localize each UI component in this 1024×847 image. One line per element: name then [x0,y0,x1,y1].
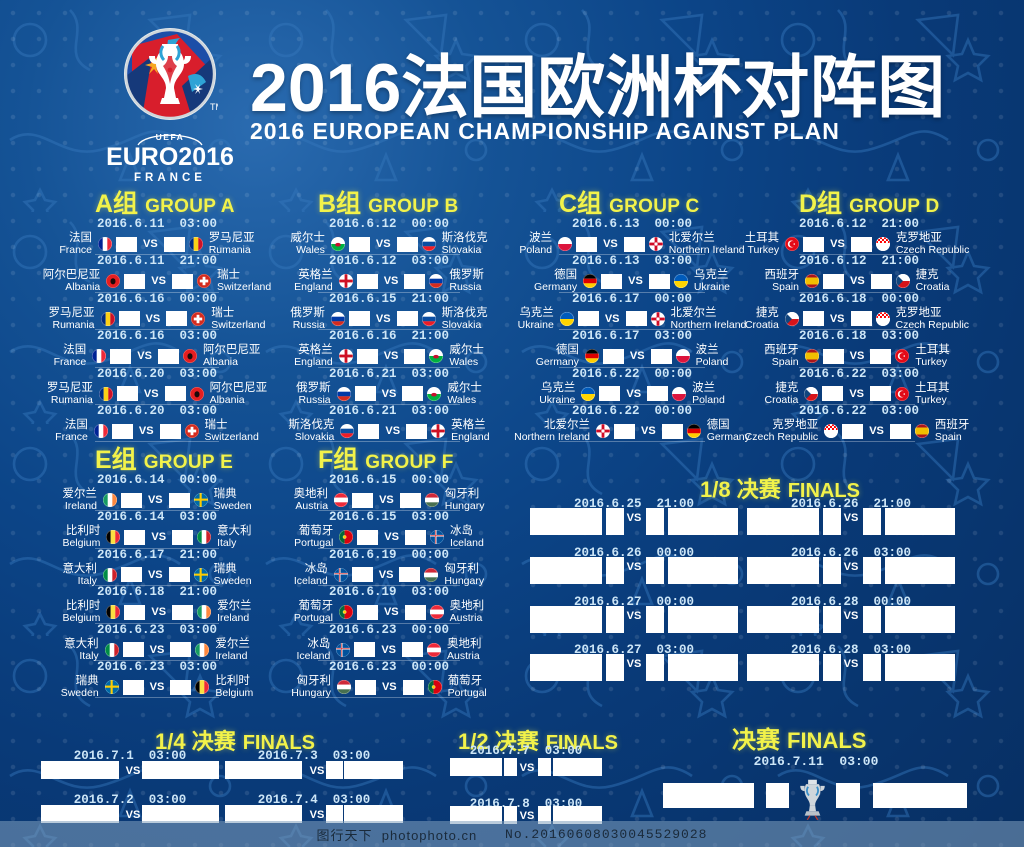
svg-text:UEFA: UEFA [156,132,185,142]
svg-text:TM: TM [210,102,218,112]
